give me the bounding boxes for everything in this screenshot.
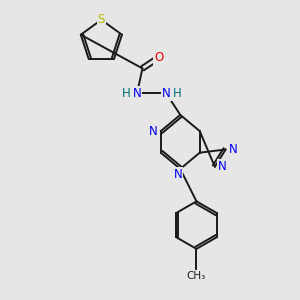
Text: N: N: [149, 124, 158, 138]
Text: N: N: [229, 143, 238, 156]
Text: H: H: [122, 87, 130, 100]
Text: N: N: [218, 160, 227, 173]
Text: N: N: [133, 87, 141, 100]
Text: S: S: [98, 13, 105, 26]
Text: N: N: [162, 87, 171, 100]
Text: N: N: [174, 168, 182, 181]
Text: H: H: [172, 87, 182, 100]
Text: O: O: [154, 51, 163, 64]
Text: CH₃: CH₃: [187, 271, 206, 281]
